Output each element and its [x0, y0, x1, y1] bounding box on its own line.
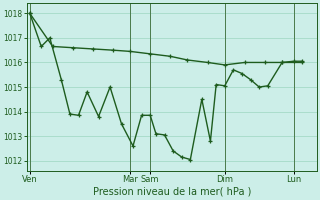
- X-axis label: Pression niveau de la mer( hPa ): Pression niveau de la mer( hPa ): [92, 187, 251, 197]
